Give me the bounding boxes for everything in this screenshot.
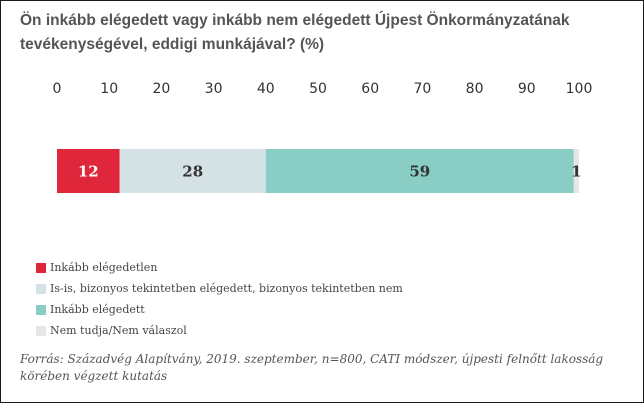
x-tick-label: 50 <box>309 81 327 97</box>
source-note: Forrás: Századvég Alapítvány, 2019. szep… <box>20 352 604 383</box>
x-tick-label: 90 <box>518 81 536 97</box>
bar-value-label: 28 <box>182 163 203 181</box>
x-tick-label: 10 <box>100 81 118 97</box>
legend-label: Is-is, bizonyos tekintetben elégedett, b… <box>50 282 403 295</box>
bar-segment <box>265 149 574 193</box>
bar-segment <box>573 149 579 193</box>
x-tick-label: 30 <box>205 81 223 97</box>
x-tick-label: 100 <box>566 81 593 97</box>
x-tick-label: 70 <box>413 81 431 97</box>
bar-segment <box>119 149 266 193</box>
value-labels: 12 28 59 1 <box>78 163 582 181</box>
bar-value-label: 12 <box>78 163 99 181</box>
legend: Inkább elégedetlen Is-is, bizonyos tekint… <box>36 257 403 341</box>
bar-segments <box>57 149 579 193</box>
legend-label: Inkább elégedetlen <box>50 261 158 274</box>
legend-swatch <box>36 283 46 294</box>
legend-label: Nem tudja/Nem válaszol <box>50 324 187 337</box>
chart-title: Ön inkább elégedett vagy inkább nem elég… <box>20 12 570 53</box>
legend-item: Nem tudja/Nem válaszol <box>36 320 403 341</box>
legend-label: Inkább elégedett <box>50 303 145 316</box>
stacked-bar-chart: 0 10 20 30 40 50 60 70 80 90 100 12 28 59 1 <box>53 81 593 193</box>
legend-item: Inkább elégedetlen <box>36 257 403 278</box>
bar-value-label: 59 <box>409 163 430 181</box>
x-axis-ticks: 0 10 20 30 40 50 60 70 80 90 100 <box>53 81 593 97</box>
legend-swatch <box>36 325 46 336</box>
legend-swatch <box>36 262 46 273</box>
x-tick-label: 20 <box>152 81 170 97</box>
x-tick-label: 40 <box>257 81 275 97</box>
legend-item: Is-is, bizonyos tekintetben elégedett, b… <box>36 278 403 299</box>
legend-swatch <box>36 304 46 315</box>
x-tick-label: 0 <box>53 81 62 97</box>
legend-item: Inkább elégedett <box>36 299 403 320</box>
bar-segment <box>57 149 120 193</box>
x-tick-label: 60 <box>361 81 379 97</box>
x-tick-label: 80 <box>466 81 484 97</box>
bar-value-label: 1 <box>571 163 581 181</box>
